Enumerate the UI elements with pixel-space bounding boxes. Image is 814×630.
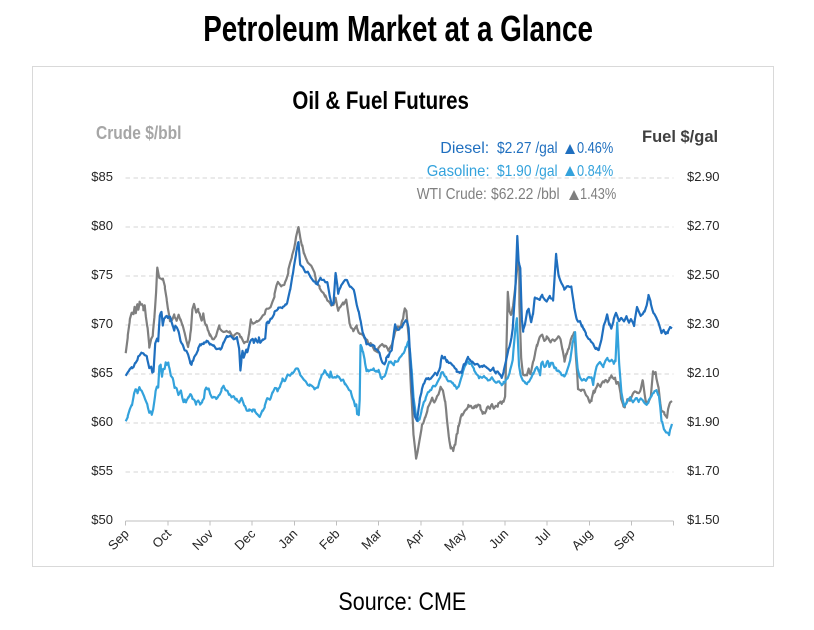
svg-text:Sep: Sep bbox=[611, 526, 638, 553]
svg-text:Mar: Mar bbox=[358, 526, 385, 553]
svg-text:Jan: Jan bbox=[275, 526, 300, 551]
svg-text:Dec: Dec bbox=[231, 526, 258, 553]
svg-text:Apr: Apr bbox=[402, 526, 427, 551]
svg-text:Jun: Jun bbox=[486, 526, 511, 551]
svg-text:May: May bbox=[441, 526, 469, 554]
svg-text:Feb: Feb bbox=[316, 526, 342, 552]
svg-text:Nov: Nov bbox=[189, 526, 216, 553]
svg-text:Sep: Sep bbox=[105, 526, 132, 553]
svg-text:Oct: Oct bbox=[149, 526, 174, 551]
svg-text:Aug: Aug bbox=[569, 526, 596, 553]
svg-text:Jul: Jul bbox=[531, 526, 553, 548]
